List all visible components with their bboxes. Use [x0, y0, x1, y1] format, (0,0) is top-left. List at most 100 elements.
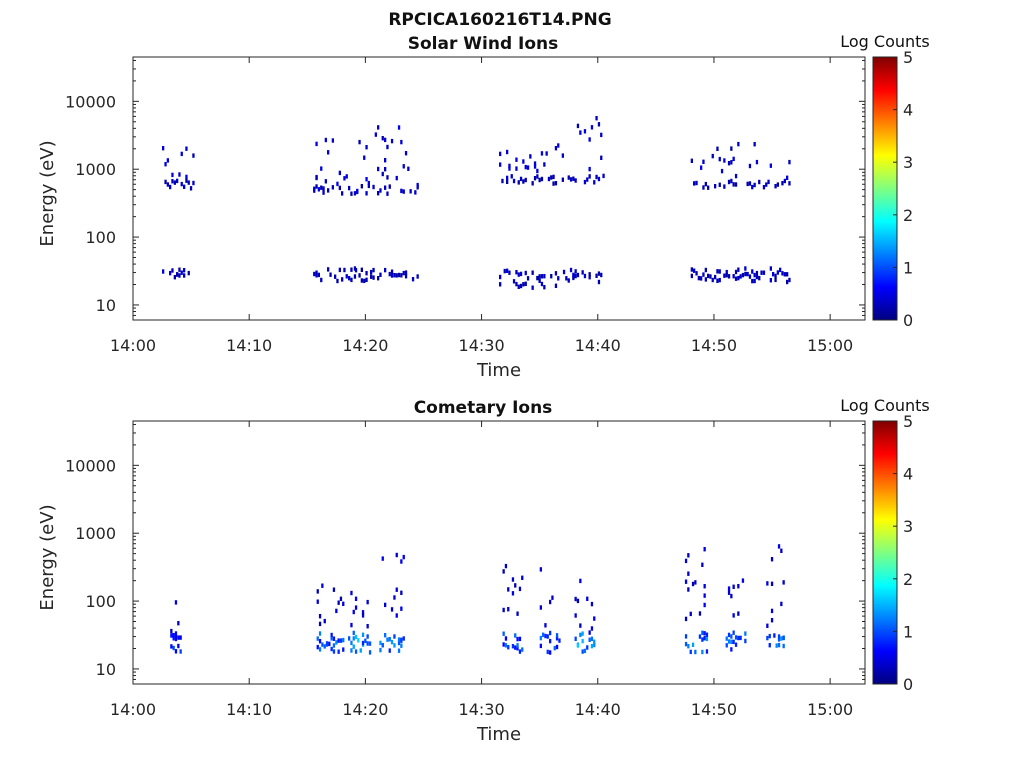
data-cell — [725, 273, 728, 278]
y-tick-label: 100 — [85, 592, 116, 611]
data-cell — [583, 648, 587, 654]
data-cell — [539, 643, 542, 649]
data-cell — [377, 276, 380, 281]
data-cell — [734, 276, 738, 281]
data-cell — [786, 272, 789, 277]
data-cell — [368, 650, 372, 655]
data-cell — [744, 271, 747, 277]
data-cell — [586, 596, 589, 601]
data-cell — [397, 125, 401, 130]
data-cell — [539, 635, 542, 641]
data-cell — [381, 643, 384, 648]
data-cell — [511, 577, 515, 582]
data-cell — [512, 279, 516, 284]
data-cell — [691, 642, 695, 647]
data-cell — [786, 279, 789, 285]
data-cell — [350, 590, 353, 596]
data-cell — [755, 274, 759, 280]
data-cell — [388, 184, 391, 189]
data-cell — [691, 581, 695, 587]
data-cell — [377, 125, 380, 130]
data-cell — [400, 637, 403, 642]
data-cell — [557, 276, 560, 281]
x-tick-label: 14:40 — [575, 336, 621, 355]
data-cell — [335, 640, 338, 645]
figure-title: RPCICA160216T14.PNG — [388, 10, 611, 30]
data-cell — [590, 636, 594, 641]
data-cell — [176, 178, 179, 184]
x-tick-label: 14:30 — [459, 336, 505, 355]
data-cell — [595, 174, 598, 180]
data-cell — [751, 278, 754, 284]
data-cell — [687, 587, 690, 592]
data-cell — [734, 182, 738, 187]
data-cell — [703, 584, 706, 589]
data-cell — [769, 163, 772, 168]
data-cell — [529, 154, 532, 159]
data-cell — [170, 633, 173, 638]
data-cell — [725, 269, 728, 275]
data-cell — [183, 268, 186, 273]
data-cell — [501, 178, 504, 184]
data-cell — [379, 188, 382, 193]
data-cell — [360, 278, 363, 283]
data-cell — [386, 144, 389, 150]
data-cell — [336, 181, 339, 187]
data-cell — [162, 269, 165, 274]
data-cell — [705, 649, 709, 654]
data-cell — [522, 159, 525, 164]
data-cell — [507, 645, 510, 650]
data-cell — [576, 598, 580, 604]
data-cell — [397, 272, 401, 278]
data-cell — [734, 642, 738, 647]
data-cell — [313, 271, 316, 277]
data-cell — [183, 273, 186, 278]
data-cell — [538, 274, 541, 279]
data-cell — [395, 175, 398, 181]
y-axis-label: Energy (eV) — [37, 504, 58, 610]
x-tick-label: 15:00 — [807, 700, 853, 719]
data-cell — [773, 633, 776, 638]
data-cell — [770, 618, 774, 623]
data-cell — [318, 639, 322, 644]
y-tick-label: 100 — [85, 228, 116, 247]
data-cell — [702, 185, 705, 190]
data-cell — [739, 635, 742, 641]
data-cell — [788, 181, 791, 186]
data-cell — [395, 273, 398, 278]
data-cell — [551, 595, 554, 600]
data-cell — [748, 163, 752, 169]
data-cell — [180, 270, 183, 275]
data-cell — [744, 638, 747, 644]
data-cell — [316, 589, 319, 594]
data-cell — [321, 642, 324, 647]
data-cell — [327, 267, 330, 272]
data-cell — [185, 178, 188, 183]
data-cell — [550, 175, 553, 180]
data-cell — [187, 270, 190, 276]
data-cell — [593, 642, 596, 648]
data-cell — [367, 183, 370, 189]
data-cell — [179, 635, 182, 640]
data-cell — [698, 634, 702, 639]
panel-title: Solar Wind Ions — [408, 34, 559, 54]
data-cell — [533, 161, 537, 166]
colorbar-tick-label: 5 — [903, 48, 913, 67]
data-cell — [350, 267, 353, 272]
data-cell — [172, 636, 175, 641]
data-cell — [588, 174, 591, 179]
data-cell — [514, 633, 517, 638]
data-cell — [316, 636, 319, 641]
data-cell — [350, 191, 353, 196]
data-cell — [579, 578, 582, 584]
data-cell — [550, 274, 553, 279]
data-cell — [727, 632, 731, 638]
y-tick-label: 10 — [96, 660, 116, 679]
data-cell — [348, 636, 351, 641]
data-cell — [393, 595, 396, 600]
data-cell — [538, 177, 541, 183]
data-cell — [687, 571, 690, 576]
data-cell — [698, 611, 702, 616]
data-cell — [711, 153, 714, 159]
data-cell — [397, 637, 401, 642]
